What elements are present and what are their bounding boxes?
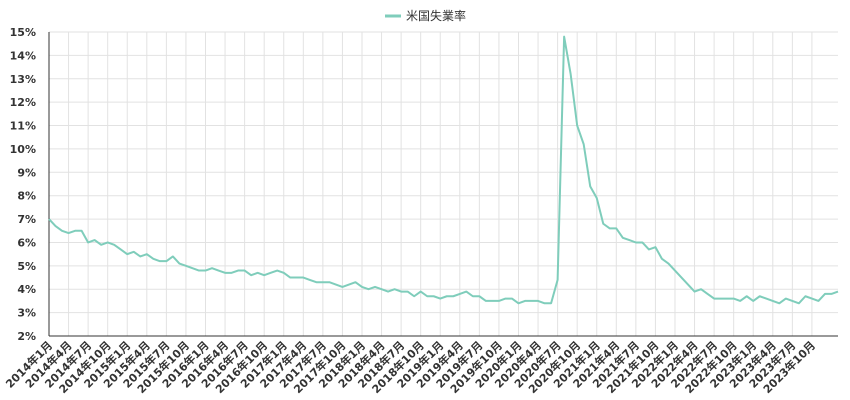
series-line-unemployment[interactable]: [48, 35, 839, 305]
y-tick-label: 5%: [17, 260, 36, 273]
y-tick-label: 9%: [17, 166, 36, 179]
y-tick-label: 12%: [10, 96, 36, 109]
y-tick-label: 14%: [10, 49, 36, 62]
y-tick-label: 2%: [17, 330, 36, 343]
y-tick-label: 3%: [17, 307, 36, 320]
y-tick-label: 4%: [17, 283, 36, 296]
y-tick-label: 8%: [17, 190, 36, 203]
y-axis-ticks: 2% 3% 4% 5% 6% 7% 8% 9% 10% 11% 12% 13% 14% 15%: [10, 26, 36, 343]
y-tick-label: 7%: [17, 213, 36, 226]
y-tick-label: 6%: [17, 236, 36, 249]
series-layer: [48, 35, 839, 305]
legend-label: 米国失業率: [406, 8, 466, 23]
y-tick-label: 13%: [10, 73, 36, 86]
y-tick-label: 11%: [10, 120, 36, 133]
chart-legend[interactable]: 米国失業率: [385, 8, 466, 23]
x-axis-ticks: 2014年1月2014年4月2014年7月2014年10月2015年1月2015…: [3, 338, 818, 396]
grid-lines: [48, 31, 838, 337]
y-tick-label: 10%: [10, 143, 36, 156]
y-tick-label: 15%: [10, 26, 36, 39]
